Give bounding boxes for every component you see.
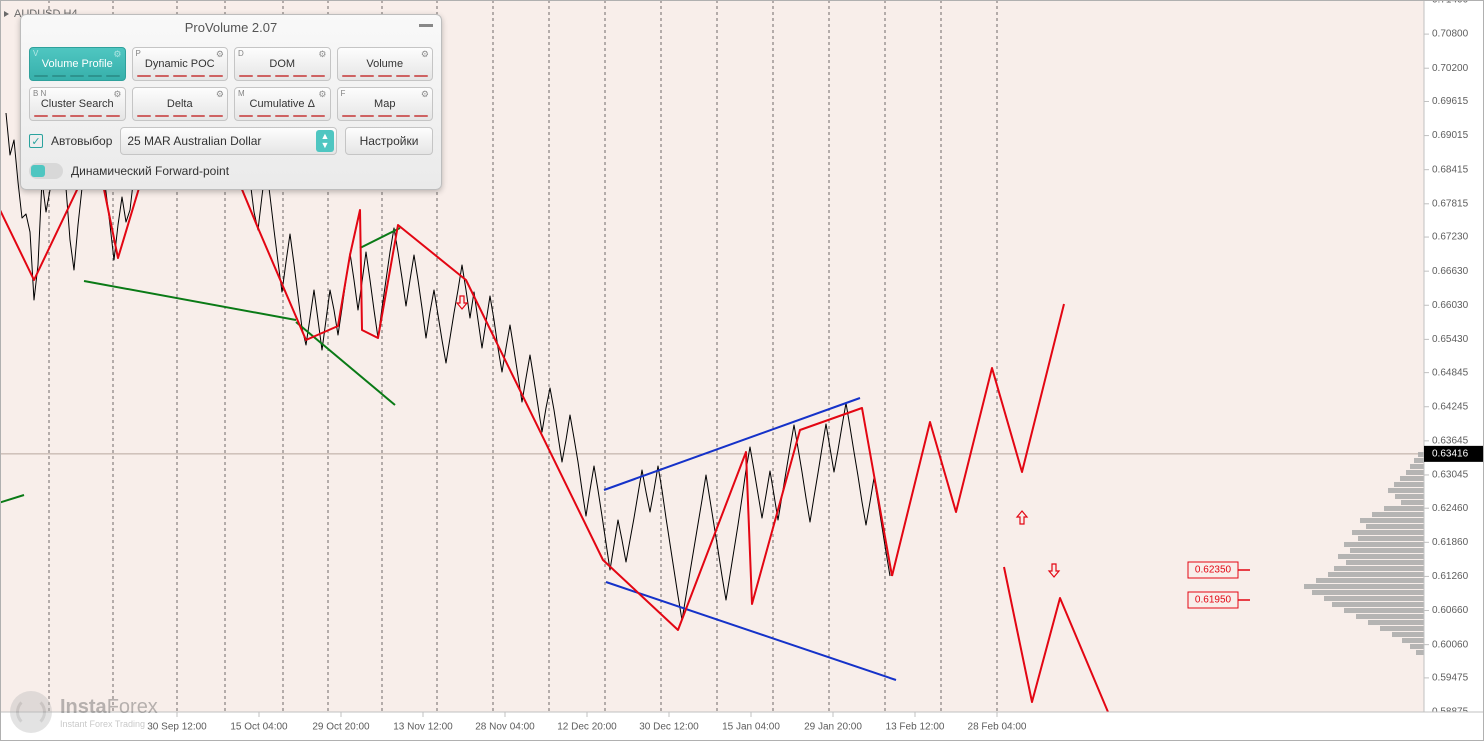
svg-text:0.65430: 0.65430	[1432, 334, 1469, 345]
svg-text:15 Oct 04:00: 15 Oct 04:00	[230, 722, 288, 733]
svg-text:0.66630: 0.66630	[1432, 266, 1469, 277]
button-label: Cumulative Δ	[250, 98, 315, 110]
svg-text:0.59475: 0.59475	[1432, 673, 1469, 684]
svg-text:0.63645: 0.63645	[1432, 435, 1469, 446]
window-title: ProVolume 2.07	[185, 20, 278, 35]
svg-text:15 Jan 04:00: 15 Jan 04:00	[722, 722, 780, 733]
gear-icon[interactable]: ⚙	[113, 89, 121, 100]
svg-text:0.70200: 0.70200	[1432, 63, 1469, 74]
svg-text:0.70800: 0.70800	[1432, 29, 1469, 40]
dropdown-spin-icon[interactable]: ▲▼	[316, 130, 334, 152]
gear-icon[interactable]: ⚙	[216, 89, 224, 100]
forward-label: Динамический Forward-point	[71, 164, 229, 178]
svg-text:0.63045: 0.63045	[1432, 470, 1469, 481]
svg-text:0.67815: 0.67815	[1432, 198, 1469, 209]
button-label: DOM	[269, 58, 295, 70]
panel-button[interactable]: ⚙ Volume	[337, 47, 434, 81]
svg-text:0.62460: 0.62460	[1432, 503, 1469, 514]
svg-text:0.69015: 0.69015	[1432, 130, 1469, 141]
svg-text:0.61260: 0.61260	[1432, 571, 1469, 582]
svg-text:0.68415: 0.68415	[1432, 164, 1469, 175]
svg-text:0.61950: 0.61950	[1195, 595, 1232, 606]
gear-icon[interactable]: ⚙	[318, 49, 326, 60]
svg-text:0.69615: 0.69615	[1432, 96, 1469, 107]
button-label: Dynamic POC	[145, 58, 215, 70]
svg-text:13 Nov 12:00: 13 Nov 12:00	[393, 722, 453, 733]
button-label: Volume	[366, 58, 403, 70]
svg-text:13 Feb 12:00: 13 Feb 12:00	[886, 722, 945, 733]
auto-label: Автовыбор	[51, 134, 112, 148]
svg-text:30 Dec 12:00: 30 Dec 12:00	[639, 722, 699, 733]
svg-text:0.61860: 0.61860	[1432, 537, 1469, 548]
panel-button[interactable]: P⚙Dynamic POC	[132, 47, 229, 81]
auto-checkbox[interactable]: ✓	[29, 134, 43, 148]
svg-text:28 Feb 04:00: 28 Feb 04:00	[968, 722, 1027, 733]
minimize-icon[interactable]	[419, 24, 433, 27]
svg-text:0.62350: 0.62350	[1195, 565, 1232, 576]
settings-button[interactable]: Настройки	[345, 127, 433, 155]
panel-button[interactable]: ⚙ Delta	[132, 87, 229, 121]
svg-text:0.67230: 0.67230	[1432, 232, 1469, 243]
svg-text:12 Dec 20:00: 12 Dec 20:00	[557, 722, 617, 733]
svg-text:0.60060: 0.60060	[1432, 639, 1469, 650]
button-label: Cluster Search	[41, 98, 114, 110]
svg-text:29 Oct 20:00: 29 Oct 20:00	[312, 722, 370, 733]
gear-icon[interactable]: ⚙	[318, 89, 326, 100]
forward-toggle[interactable]	[29, 163, 63, 179]
button-label: Delta	[167, 98, 193, 110]
panel-button[interactable]: V⚙Volume Profile	[29, 47, 126, 81]
gear-icon[interactable]: ⚙	[216, 49, 224, 60]
button-label: Map	[374, 98, 395, 110]
panel-button[interactable]: F⚙Map	[337, 87, 434, 121]
instrument-dropdown[interactable]: 25 MAR Australian Dollar ▲▼	[120, 127, 337, 155]
svg-text:0.64245: 0.64245	[1432, 401, 1469, 412]
svg-text:29 Jan 20:00: 29 Jan 20:00	[804, 722, 862, 733]
button-label: Volume Profile	[42, 58, 113, 70]
chart-root: 0.623500.619500.714000.708000.702000.696…	[0, 0, 1484, 741]
panel-button[interactable]: D⚙DOM	[234, 47, 331, 81]
svg-text:0.63416: 0.63416	[1432, 449, 1469, 460]
instrument-selected: 25 MAR Australian Dollar	[127, 134, 261, 148]
svg-text:28 Nov 04:00: 28 Nov 04:00	[475, 722, 535, 733]
svg-text:0.60660: 0.60660	[1432, 605, 1469, 616]
panel-button[interactable]: B N⚙Cluster Search	[29, 87, 126, 121]
provolume-window[interactable]: ProVolume 2.07 V⚙Volume ProfileP⚙Dynamic…	[20, 14, 442, 190]
svg-text:0.66030: 0.66030	[1432, 300, 1469, 311]
gear-icon[interactable]: ⚙	[113, 49, 121, 60]
panel-button[interactable]: M⚙Cumulative Δ	[234, 87, 331, 121]
gear-icon[interactable]: ⚙	[421, 89, 429, 100]
window-titlebar[interactable]: ProVolume 2.07	[21, 15, 441, 41]
gear-icon[interactable]: ⚙	[421, 49, 429, 60]
svg-text:0.64845: 0.64845	[1432, 367, 1469, 378]
svg-text:30 Sep 12:00: 30 Sep 12:00	[147, 722, 207, 733]
